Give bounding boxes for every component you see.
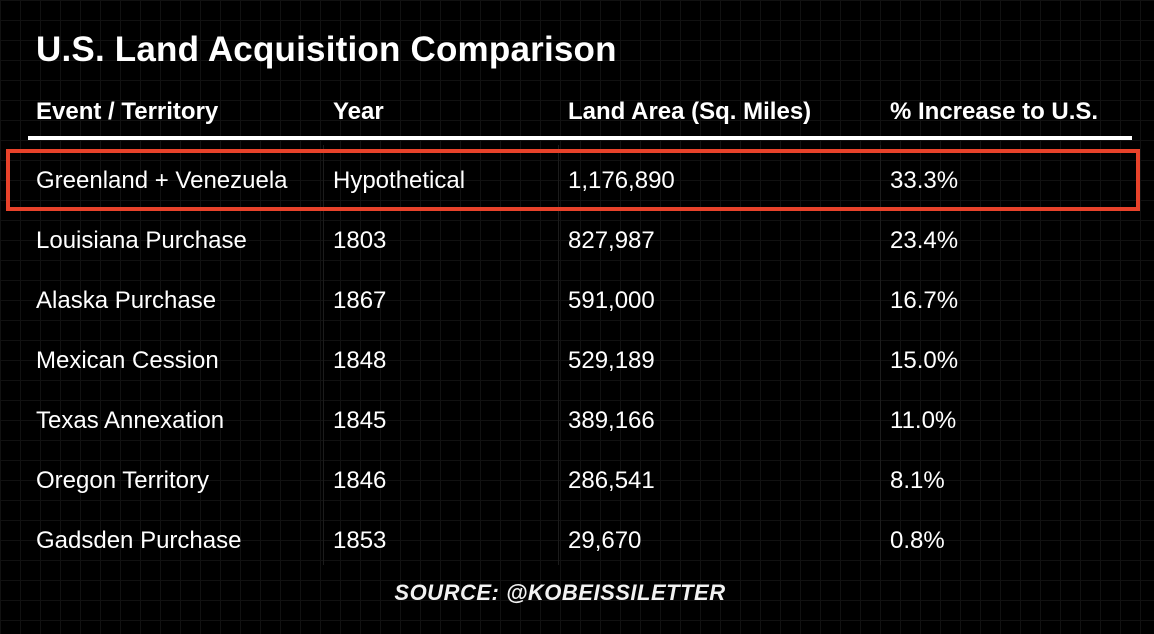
percent-increase-cell: 15.0%: [890, 347, 959, 374]
event-cell: Greenland + Venezuela: [36, 167, 288, 194]
header-divider: [28, 136, 1132, 140]
table-row: Mexican Cession 1848 529,189 15.0%: [0, 330, 1154, 390]
event-cell: Louisiana Purchase: [36, 227, 247, 254]
land-area-cell: 591,000: [568, 287, 655, 314]
event-cell: Alaska Purchase: [36, 287, 217, 314]
land-area-cell: 286,541: [568, 467, 655, 494]
land-area-cell: 827,987: [568, 227, 655, 254]
percent-increase-cell: 8.1%: [890, 467, 945, 494]
year-cell: 1846: [333, 467, 387, 494]
land-area-cell: 1,176,890: [568, 167, 675, 194]
year-cell: 1853: [333, 527, 387, 554]
column-header-percent-increase: % Increase to U.S.: [890, 98, 1099, 125]
page-title: U.S. Land Acquisition Comparison: [36, 30, 617, 69]
year-cell: 1867: [333, 287, 387, 314]
year-cell: 1803: [333, 227, 387, 254]
highlight-box: [6, 149, 1140, 211]
column-header-land-area: Land Area (Sq. Miles): [568, 98, 812, 125]
percent-increase-cell: 16.7%: [890, 287, 959, 314]
event-cell: Mexican Cession: [36, 347, 219, 374]
column-header-event: Event / Territory: [36, 98, 219, 125]
percent-increase-cell: 33.3%: [890, 167, 959, 194]
table-row: Greenland + Venezuela Hypothetical 1,176,8…: [0, 150, 1154, 210]
column-divider: [880, 145, 881, 565]
percent-increase-cell: 11.0%: [890, 407, 957, 434]
year-cell: 1848: [333, 347, 387, 374]
event-cell: Texas Annexation: [36, 407, 225, 434]
column-header-year: Year: [333, 98, 384, 125]
table-row: Gadsden Purchase 1853 29,670 0.8%: [0, 510, 1154, 570]
column-divider: [323, 145, 324, 565]
percent-increase-cell: 23.4%: [890, 227, 959, 254]
table-row: Oregon Territory 1846 286,541 8.1%: [0, 450, 1154, 510]
table-row: Alaska Purchase 1867 591,000 16.7%: [0, 270, 1154, 330]
table-row: Louisiana Purchase 1803 827,987 23.4%: [0, 210, 1154, 270]
source-credit: SOURCE: @KOBEISSILETTER: [394, 580, 726, 605]
event-cell: Gadsden Purchase: [36, 527, 242, 554]
table-header: Event / Territory Year Land Area (Sq. Mi…: [0, 98, 1154, 132]
land-area-cell: 529,189: [568, 347, 655, 374]
land-area-cell: 29,670: [568, 527, 642, 554]
percent-increase-cell: 0.8%: [890, 527, 945, 554]
column-divider: [558, 145, 559, 565]
year-cell: Hypothetical: [333, 167, 466, 194]
event-cell: Oregon Territory: [36, 467, 209, 494]
year-cell: 1845: [333, 407, 387, 434]
land-area-cell: 389,166: [568, 407, 655, 434]
table-row: Texas Annexation 1845 389,166 11.0%: [0, 390, 1154, 450]
